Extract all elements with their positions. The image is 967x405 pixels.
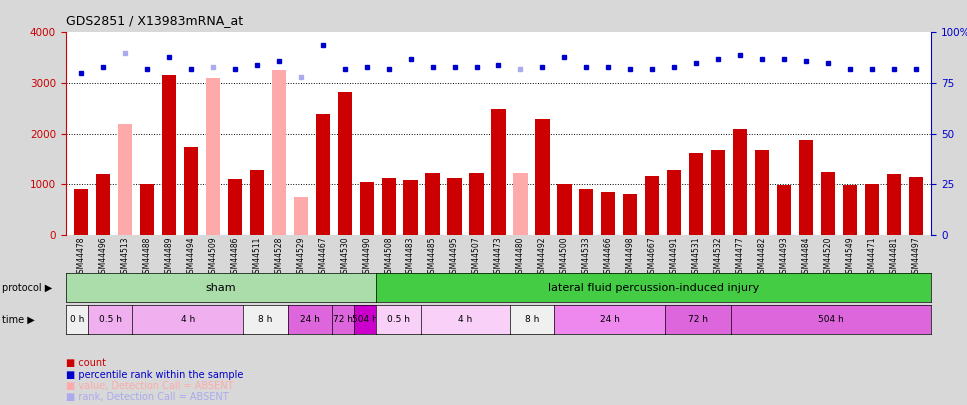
Bar: [513, 173, 528, 235]
Bar: [536, 119, 549, 235]
Text: 24 h: 24 h: [600, 315, 620, 324]
Bar: [909, 177, 923, 235]
Text: time ▶: time ▶: [2, 315, 35, 324]
Bar: [689, 153, 703, 235]
Text: 0.5 h: 0.5 h: [387, 315, 410, 324]
Text: GDS2851 / X13983mRNA_at: GDS2851 / X13983mRNA_at: [66, 14, 243, 27]
Text: ■ rank, Detection Call = ABSENT: ■ rank, Detection Call = ABSENT: [66, 392, 228, 403]
Text: 72 h: 72 h: [689, 315, 708, 324]
Bar: [74, 190, 88, 235]
Bar: [272, 70, 286, 235]
Text: 4 h: 4 h: [181, 315, 195, 324]
Text: 24 h: 24 h: [300, 315, 320, 324]
Text: 504 h: 504 h: [818, 315, 844, 324]
Bar: [667, 170, 682, 235]
Text: 8 h: 8 h: [524, 315, 539, 324]
Bar: [579, 190, 594, 235]
Text: 72 h: 72 h: [334, 315, 353, 324]
Text: 4 h: 4 h: [458, 315, 472, 324]
Text: 504 h: 504 h: [352, 315, 378, 324]
Text: 0 h: 0 h: [70, 315, 84, 324]
Text: 0.5 h: 0.5 h: [99, 315, 122, 324]
Bar: [96, 174, 110, 235]
Text: lateral fluid percussion-induced injury: lateral fluid percussion-induced injury: [548, 283, 759, 292]
Bar: [425, 173, 440, 235]
Bar: [864, 184, 879, 235]
Bar: [206, 78, 220, 235]
Bar: [491, 109, 506, 235]
Text: ■ count: ■ count: [66, 358, 105, 369]
Text: protocol ▶: protocol ▶: [2, 283, 52, 292]
Bar: [140, 184, 154, 235]
Bar: [777, 185, 791, 235]
Text: ■ value, Detection Call = ABSENT: ■ value, Detection Call = ABSENT: [66, 381, 233, 391]
Bar: [249, 170, 264, 235]
Bar: [294, 197, 308, 235]
Text: sham: sham: [206, 283, 236, 292]
Bar: [799, 140, 813, 235]
Bar: [733, 129, 747, 235]
Bar: [118, 124, 132, 235]
Bar: [228, 179, 242, 235]
Bar: [755, 150, 769, 235]
Bar: [711, 150, 725, 235]
Bar: [382, 178, 396, 235]
Bar: [469, 173, 484, 235]
Bar: [843, 185, 857, 235]
Bar: [557, 184, 571, 235]
Bar: [448, 178, 461, 235]
Bar: [887, 174, 901, 235]
Bar: [315, 115, 330, 235]
Text: ■ percentile rank within the sample: ■ percentile rank within the sample: [66, 370, 243, 380]
Bar: [184, 147, 198, 235]
Bar: [360, 182, 374, 235]
Text: 8 h: 8 h: [258, 315, 273, 324]
Bar: [403, 180, 418, 235]
Bar: [821, 172, 835, 235]
Bar: [645, 176, 659, 235]
Bar: [337, 92, 352, 235]
Bar: [623, 194, 637, 235]
Bar: [161, 75, 176, 235]
Bar: [601, 192, 615, 235]
